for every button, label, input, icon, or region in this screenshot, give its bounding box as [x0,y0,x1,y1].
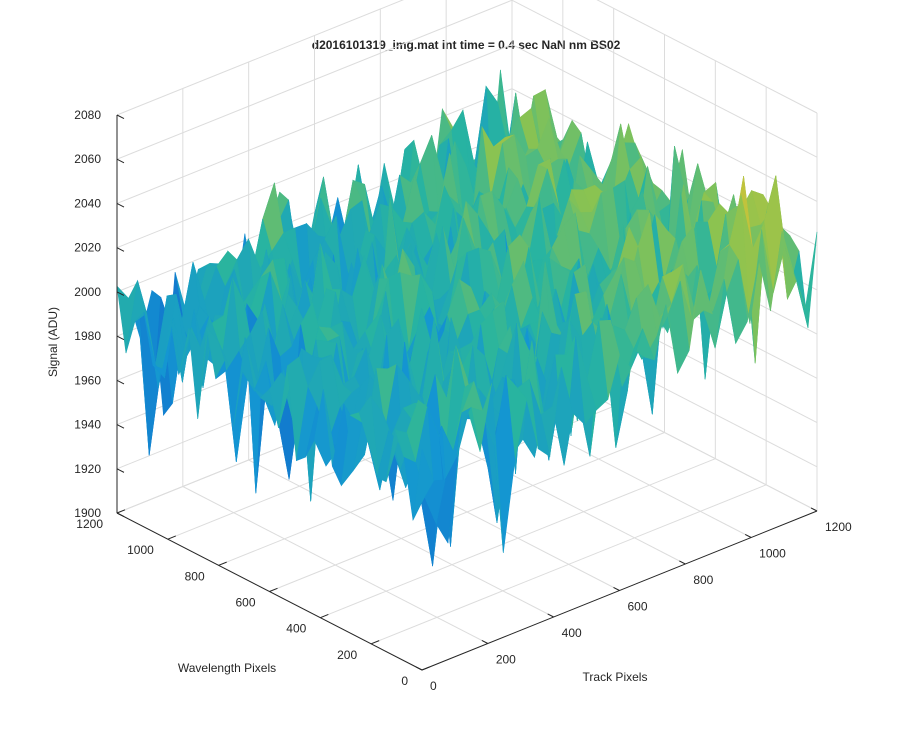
y-tick-label: 1200 [76,517,103,531]
surface-patch [412,449,434,521]
x-axis-label: Track Pixels [583,670,648,684]
x-tick-label: 1000 [759,547,786,561]
y-tick-label: 0 [401,674,408,688]
x-tick [547,613,554,618]
x-tick-label: 1200 [825,520,852,534]
z-tick-label: 2040 [74,196,101,210]
grid-line [269,432,665,592]
z-axis-label: Signal (ADU) [46,307,60,377]
y-tick-label: 200 [337,648,357,662]
y-tick [320,614,329,619]
z-tick-label: 1900 [74,506,101,520]
x-tick-label: 600 [628,600,648,614]
x-tick-label: 400 [562,626,582,640]
z-tick-label: 2000 [74,285,101,299]
x-tick-label: 800 [693,573,713,587]
z-tick [116,247,125,252]
axes [116,114,818,671]
z-tick [116,424,125,429]
z-tick-label: 2060 [74,152,101,166]
y-tick [370,640,380,645]
z-tick [116,202,125,208]
z-tick-label: 1980 [74,329,101,343]
z-tick-label: 2020 [74,241,101,255]
z-tick [116,379,125,385]
y-tick [116,509,126,514]
z-tick [116,291,125,296]
y-tick [167,535,177,540]
y-tick [421,666,431,671]
z-tick-label: 1920 [74,462,101,476]
z-tick [116,114,125,120]
chart-title: d2016101319_img.mat int time = 0.4 sec N… [312,38,621,52]
x-tick-label: 200 [496,653,516,667]
y-tick-label: 800 [185,569,205,583]
tick-labels: 1900192019401960198020002020204020602080… [74,108,852,693]
y-tick [218,561,227,566]
grid-line [370,484,767,645]
grid-line [320,458,716,619]
x-tick [613,586,620,591]
y-axis-label: Wavelength Pixels [178,661,276,675]
x-tick [744,533,752,538]
z-tick [116,468,125,473]
z-tick [116,512,125,518]
x-tick [679,560,686,565]
y-tick-label: 400 [286,622,306,636]
surface [116,69,818,567]
x-tick-label: 0 [430,679,437,693]
z-tick-label: 1960 [74,373,101,387]
y-tick-label: 600 [235,596,255,610]
y-tick-label: 1000 [127,543,154,557]
x-tick [810,507,818,512]
x-tick [415,666,423,671]
z-tick [116,335,125,341]
y-tick [269,587,278,592]
z-tick-label: 2080 [74,108,101,122]
x-tick [481,639,489,644]
z-tick-label: 1940 [74,418,101,432]
z-tick [116,158,125,164]
